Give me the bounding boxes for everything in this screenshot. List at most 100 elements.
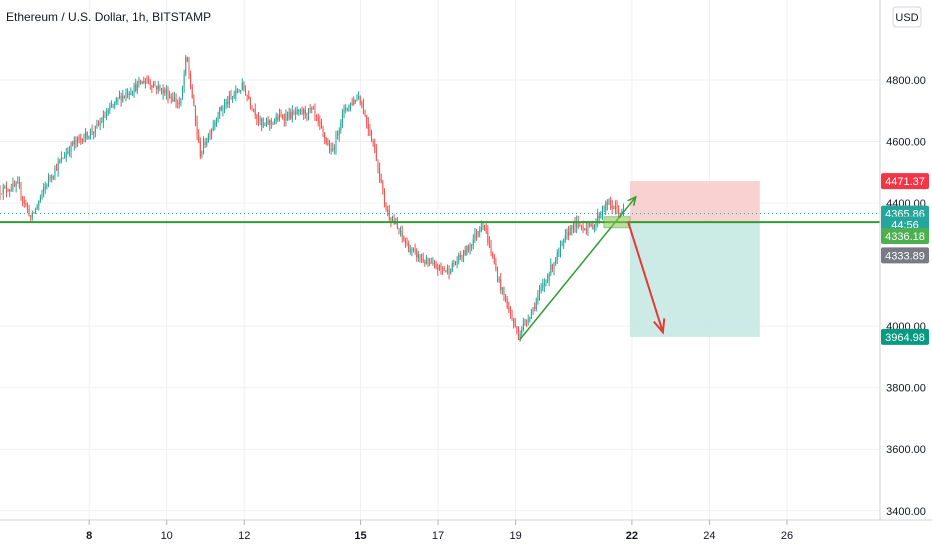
time-tick-label: 10	[161, 530, 173, 542]
candle-body	[610, 200, 612, 205]
candle-body	[320, 123, 322, 128]
price-badge	[881, 173, 929, 190]
candle-body	[93, 132, 95, 134]
candle-body	[458, 255, 460, 262]
candle-body	[232, 96, 234, 98]
candle-body	[49, 176, 51, 178]
candle-body	[209, 134, 211, 136]
candle-body	[388, 210, 390, 219]
candle-body	[185, 57, 187, 75]
candle-body	[207, 134, 209, 142]
candle-body	[107, 110, 109, 115]
candle-body	[30, 216, 32, 218]
candle-body	[78, 137, 80, 139]
candle-body	[253, 108, 255, 110]
candle-body	[246, 94, 248, 97]
candle-body	[280, 114, 282, 116]
candle-body	[308, 108, 310, 116]
candle-body	[130, 93, 132, 95]
candle-body	[245, 88, 247, 95]
candle-body	[400, 230, 402, 232]
candle-body	[285, 114, 287, 121]
candle-body	[236, 90, 238, 93]
candle-body	[272, 122, 274, 124]
candle-body	[542, 285, 544, 288]
candle-body	[233, 95, 235, 97]
candle-body	[261, 118, 263, 125]
candle-body	[182, 86, 184, 99]
candle-body	[96, 124, 98, 126]
stop-loss-zone[interactable]	[629, 181, 760, 223]
candle-body	[377, 160, 379, 168]
currency-button[interactable]: USD	[892, 6, 922, 28]
candle-body	[135, 85, 137, 91]
candle-body	[527, 320, 529, 322]
candle-body	[293, 111, 295, 113]
candle-body	[240, 90, 242, 92]
currency-button-frame[interactable]	[892, 6, 922, 28]
drawings[interactable]	[0, 195, 880, 341]
candle-body	[364, 113, 366, 116]
candle-body	[535, 300, 537, 309]
candle-body	[561, 242, 563, 246]
candle-body	[459, 255, 461, 258]
candle-body	[243, 82, 245, 89]
candle-body	[4, 186, 6, 188]
candle-body	[254, 109, 256, 116]
candle-body	[56, 168, 58, 171]
candle-body	[408, 243, 410, 253]
candle-body	[359, 96, 361, 104]
candle-body	[88, 136, 90, 138]
candle-body	[172, 98, 174, 102]
candle-body	[194, 105, 196, 121]
candle-body	[72, 142, 74, 145]
candle-body	[395, 222, 397, 225]
forecast-arrow[interactable]	[627, 221, 664, 333]
price-badge-label: 4333.89	[885, 250, 925, 262]
candle-body	[414, 249, 416, 251]
candle-body	[446, 268, 448, 271]
time-axis[interactable]: 8 10 12 15 17 19 22 24 26	[86, 520, 793, 542]
entry-marker[interactable]	[603, 216, 631, 229]
candle-body	[17, 182, 19, 184]
candle-body	[327, 142, 329, 145]
candle-body	[392, 220, 394, 222]
candle-body	[0, 190, 1, 194]
candle-body	[278, 114, 280, 121]
candle-body	[114, 101, 116, 106]
candle-body	[178, 102, 180, 104]
candle-body	[299, 110, 301, 112]
candle-body	[227, 102, 229, 104]
candle-body	[438, 264, 440, 270]
candle-body	[256, 115, 258, 119]
candle-body	[519, 333, 521, 338]
candle-body	[592, 225, 594, 230]
currency-button-label[interactable]: USD	[895, 12, 918, 24]
candle-body	[269, 120, 271, 125]
candle-body	[18, 182, 20, 187]
candle-body	[43, 189, 45, 191]
candle-body	[548, 274, 550, 280]
candle-body	[435, 263, 437, 269]
candle-body	[117, 97, 119, 99]
candle-body	[495, 263, 497, 270]
candle-body	[186, 57, 188, 62]
candle-body	[314, 109, 316, 115]
take-profit-zone[interactable]	[629, 222, 760, 337]
candle-body	[170, 96, 172, 99]
candle-body	[127, 93, 129, 96]
candle-body	[46, 185, 48, 187]
candle-body	[521, 329, 523, 334]
candle-body	[474, 233, 476, 240]
position-tool[interactable]	[629, 181, 760, 337]
candle-body	[501, 287, 503, 290]
candle-body	[556, 252, 558, 261]
candle-body	[123, 95, 125, 97]
candle-body	[451, 263, 453, 272]
candle-body	[23, 199, 25, 204]
candle-body	[442, 267, 444, 269]
candle-body	[472, 239, 474, 245]
candle-body	[416, 250, 418, 258]
